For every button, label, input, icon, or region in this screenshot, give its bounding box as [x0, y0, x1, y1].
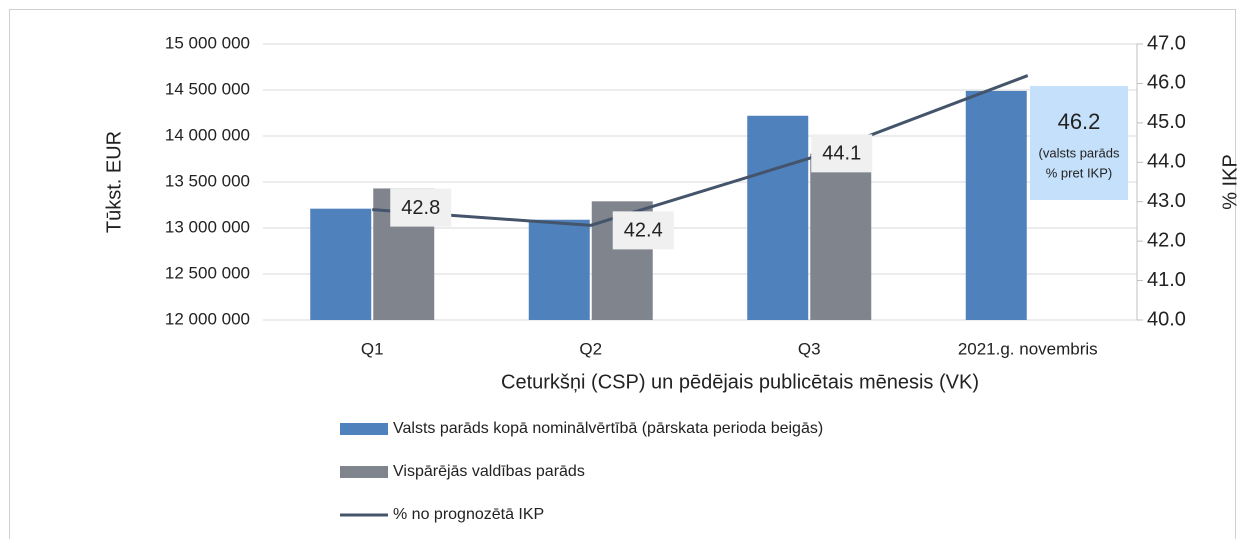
data-label-box [612, 211, 674, 250]
y2-tick-label: 40.0 [1147, 308, 1186, 330]
bar [747, 115, 809, 320]
data-label: 46.2 [1058, 109, 1101, 134]
bar [965, 90, 1027, 320]
y-tick-label: 13 500 000 [165, 171, 250, 190]
bar [310, 208, 372, 320]
bar [810, 153, 872, 320]
legend-swatch [340, 423, 388, 435]
bar [528, 219, 590, 320]
y-axis-title: Tūkst. EUR [103, 131, 125, 233]
line [372, 74, 1029, 227]
y2-tick-label: 42.0 [1147, 229, 1186, 251]
y-tick-label: 14 500 000 [165, 79, 250, 98]
y2-tick-label: 46.0 [1147, 72, 1186, 94]
y-tick-label: 13 000 000 [165, 217, 250, 236]
x-tick-label: 2021.g. novembris [958, 339, 1098, 358]
data-label-box [390, 188, 452, 227]
annotation: % pret IKP) [1046, 165, 1112, 180]
y2-tick-label: 45.0 [1147, 111, 1186, 133]
x-tick-label: Q1 [361, 339, 384, 358]
annotation: (valsts parāds [1039, 145, 1120, 160]
y-tick-label: 12 500 000 [165, 263, 250, 282]
data-label-box [811, 134, 873, 173]
y2-tick-label: 44.0 [1147, 151, 1186, 173]
legend-label: Vispārējās valdības parāds [393, 463, 585, 480]
data-label: 42.8 [401, 197, 440, 219]
x-axis-title: Ceturkšņi (CSP) un pēdējais publicētais … [501, 371, 979, 393]
y2-tick-label: 43.0 [1147, 190, 1186, 212]
y2-tick-label: 47.0 [1147, 32, 1186, 54]
legend-label: Valsts parāds kopā nominālvērtībā (pārsk… [393, 420, 823, 437]
x-tick-label: Q3 [798, 339, 821, 358]
data-label: 42.4 [624, 220, 663, 242]
legend-label: % no prognozētā IKP [393, 506, 544, 523]
data-label: 44.1 [822, 143, 861, 165]
data-label-box [1030, 86, 1128, 200]
chart-border [9, 9, 1236, 539]
y-tick-label: 14 000 000 [165, 125, 250, 144]
y-tick-label: 12 000 000 [165, 309, 250, 328]
y2-tick-label: 41.0 [1147, 269, 1186, 291]
x-tick-label: Q2 [579, 339, 602, 358]
legend-swatch [340, 466, 388, 478]
y-tick-label: 15 000 000 [165, 33, 250, 52]
y2-axis-title: % IKP [1219, 154, 1241, 210]
